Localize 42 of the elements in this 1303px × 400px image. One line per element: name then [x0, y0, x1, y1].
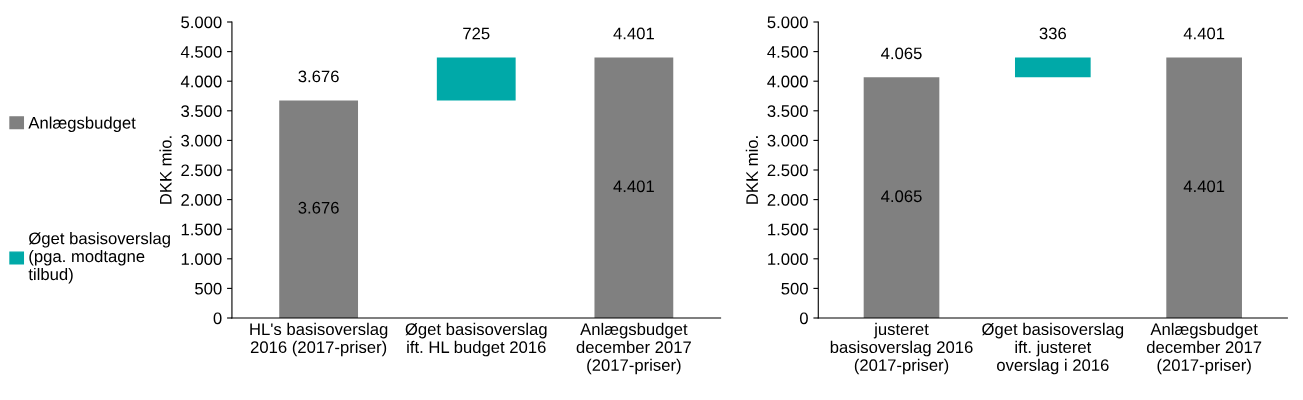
y-tick-label: 0 [213, 312, 222, 325]
y-tick-label: 2.000 [181, 194, 222, 206]
x-tick-label: Øget basisoverslag ift. HL budget 2016 [405, 322, 547, 357]
y-tick-label: 4.000 [180, 75, 222, 88]
y-tick-label: 1.500 [181, 223, 222, 236]
legend-label: Øget basisoverslag (pga. modtagne tilbud) [28, 232, 170, 284]
y-tick-label: 1.500 [768, 223, 808, 236]
legend-label: Anlægsbudget [28, 116, 136, 133]
y-tick-label: 4.500 [180, 46, 222, 58]
y-axis-title: DKK mio. [159, 136, 172, 204]
y-tick-label: 2.000 [767, 194, 808, 206]
y-tick-label: 3.000 [181, 134, 222, 147]
y-tick-label: 4.000 [767, 75, 808, 88]
y-axis-title: DKK mio. [745, 136, 759, 204]
x-tick-label: HL's basisoverslag 2016 (2017-priser) [250, 322, 388, 357]
total-label: 3.676 [298, 70, 339, 83]
y-tick-label: 500 [195, 282, 222, 295]
y-tick-label: 0 [799, 312, 808, 325]
data-label: 3.676 [298, 201, 339, 214]
x-tick-label: Anlægsbudget december 2017 (2017-priser) [576, 322, 691, 375]
data-label: 4.065 [881, 190, 922, 203]
total-label: 4.401 [613, 27, 654, 40]
data-label: 4.401 [613, 180, 654, 193]
y-tick-label: 5.000 [767, 16, 808, 29]
total-label: 336 [1039, 27, 1066, 40]
total-label: 725 [463, 27, 490, 40]
x-tick-label: Øget basisoverslag ift. justeret overslag i 2016 [982, 322, 1124, 375]
y-tick-label: 500 [781, 282, 808, 295]
y-tick-label: 3.500 [767, 105, 808, 117]
y-tick-label: 2.500 [767, 164, 808, 177]
y-tick-label: 3.500 [181, 105, 222, 117]
y-tick-label: 2.500 [181, 164, 222, 177]
y-tick-label: 5.000 [181, 16, 222, 29]
y-tick-label: 3.000 [767, 134, 808, 147]
total-label: 4.065 [881, 47, 922, 60]
x-tick-label: justeret basisoverslag 2016 (2017-priser) [830, 322, 973, 375]
y-tick-label: 4.500 [767, 46, 808, 58]
data-label: 4.401 [1183, 180, 1225, 193]
y-tick-label: 1.000 [768, 253, 808, 265]
y-tick-label: 1.000 [181, 253, 222, 265]
total-label: 4.401 [1183, 27, 1225, 40]
x-tick-label: Anlægsbudget december 2017 (2017-priser) [1146, 322, 1262, 375]
